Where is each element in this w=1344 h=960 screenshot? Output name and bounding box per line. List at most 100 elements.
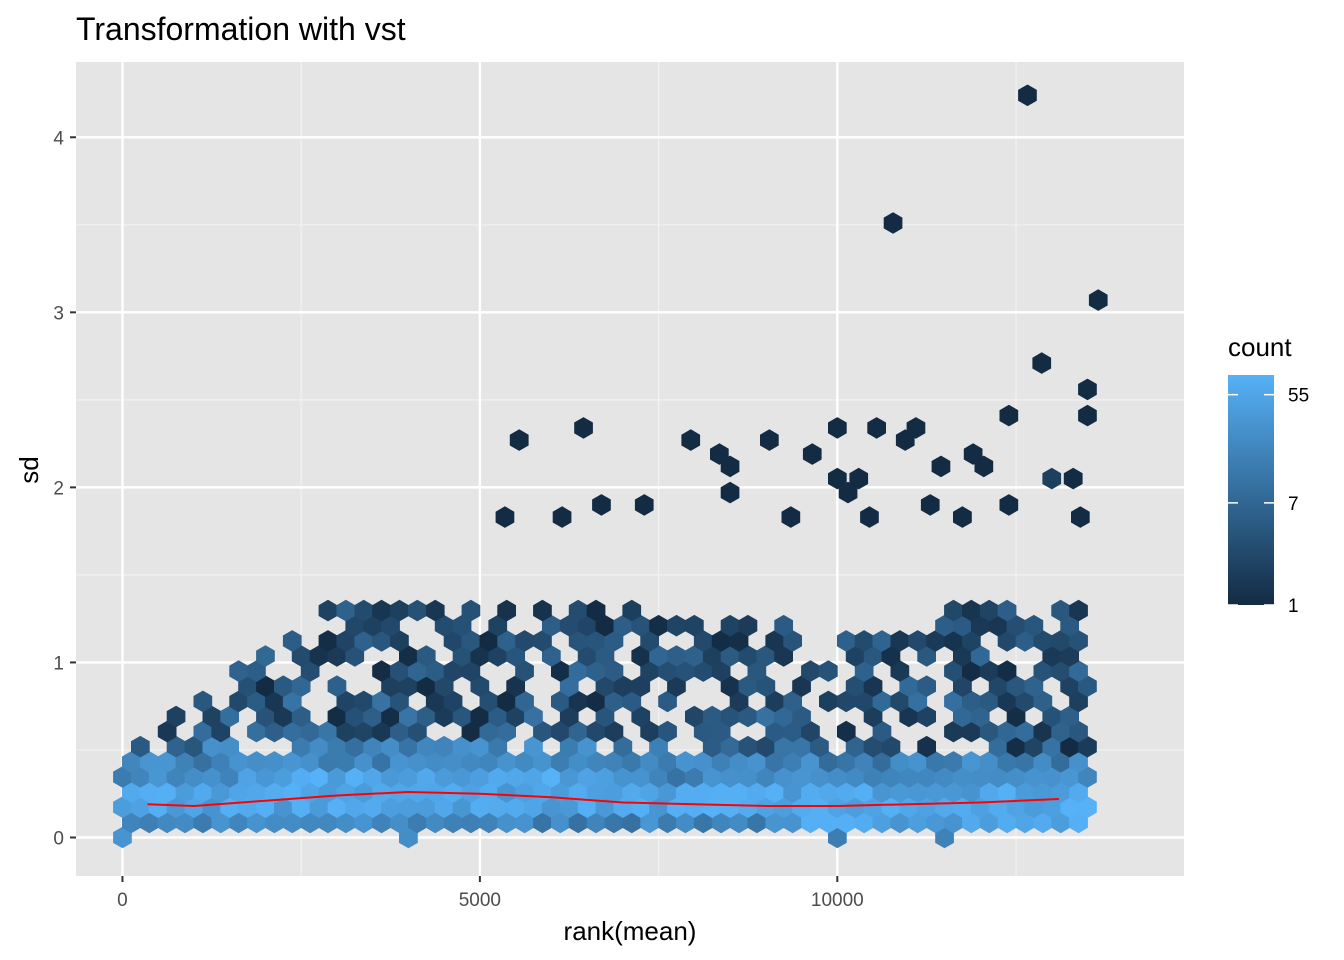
legend-label: 7 (1288, 494, 1299, 515)
hexbin-cell (551, 720, 570, 743)
hexbin-cell (488, 705, 508, 728)
hexbin-cell (649, 796, 668, 818)
hexbin-cell (372, 599, 391, 622)
hexbin-cell (551, 811, 570, 834)
hexbin-cell (917, 796, 936, 818)
hexbin-cell (828, 766, 847, 788)
hexbin-cell (139, 781, 159, 803)
hexbin-cell (443, 751, 463, 773)
hexbin-cell (1069, 630, 1088, 652)
hexbin-cell (479, 811, 499, 834)
hexbin-cell (309, 735, 329, 758)
hexbin-cell (738, 614, 758, 637)
hexbin-cell (425, 660, 445, 682)
hexbin-cell (542, 645, 561, 667)
x-axis-title: rank(mean) (564, 916, 697, 946)
hexbin-cell (667, 645, 686, 667)
hexbin-cell (390, 690, 409, 713)
hexbin-cell (872, 720, 892, 743)
hexbin-cell (256, 675, 275, 697)
hexbin-cell (461, 599, 481, 622)
hexbin-cell (738, 675, 758, 697)
hexbin-cell (399, 705, 418, 728)
hexbin-cell (220, 735, 239, 758)
hexbin-cell (1024, 796, 1044, 818)
hexbin-cell (1024, 675, 1044, 697)
hexbin-cell (658, 751, 677, 773)
hexbin-cell (935, 614, 954, 637)
hexbin-cell (890, 781, 910, 803)
hexbin-cell (515, 781, 534, 803)
hexbin-cell (970, 645, 990, 667)
hexbin-cell (1015, 690, 1035, 713)
y-tick-label: 2 (53, 478, 64, 499)
hexbin-cell (640, 811, 659, 834)
hexbin-cell (738, 645, 758, 667)
hexbin-cell (702, 766, 722, 788)
hexbin-cell (372, 630, 391, 652)
hexbin-cell (676, 781, 695, 803)
hexbin-cell (1033, 781, 1053, 803)
hexbin-cell (586, 599, 606, 622)
hexbin-cell (899, 796, 919, 818)
hexbin-cell (729, 630, 749, 652)
hexbin-cell (863, 705, 883, 728)
hexbin-cell (917, 645, 936, 667)
hexbin-cell (399, 766, 418, 788)
hexbin-cell (211, 751, 231, 773)
hexbin-cell (193, 720, 213, 743)
hexbin-cell (1088, 289, 1108, 311)
hexbin-cell (997, 660, 1017, 682)
hexbin-cell (792, 796, 811, 818)
hexbin-cell (613, 614, 633, 637)
hexbin-cell (568, 781, 588, 803)
hexbin-cell (631, 645, 651, 667)
y-tick-label: 0 (53, 828, 64, 849)
hexbin-cell (997, 720, 1017, 743)
hexbin-cell (416, 675, 436, 697)
hexbin-cell (962, 751, 981, 773)
hexbin-cell (774, 614, 793, 637)
hexbin-cell (1015, 630, 1035, 652)
hexbin-cell (577, 645, 597, 667)
hexbin-cell (559, 796, 579, 818)
hexbin-cell (470, 735, 490, 758)
hexbin-cell (738, 766, 758, 788)
hexbin-cell (1032, 352, 1052, 374)
hexbin-cell (702, 735, 722, 758)
hexbin-cell (345, 645, 365, 667)
hexbin-cell (139, 751, 159, 773)
hexbin-cell (872, 751, 892, 773)
hexbin-cell (265, 811, 284, 834)
hexbin-cell (899, 766, 919, 788)
hexbin-cell (425, 751, 445, 773)
hexbin-cell (935, 766, 954, 788)
hexbin-cell (551, 751, 570, 773)
hexbin-cell (568, 660, 588, 682)
hexbin-cell (720, 645, 740, 667)
hexbin-cell (586, 781, 606, 803)
hexbin-cell (1042, 796, 1062, 818)
hexbin-cell (962, 781, 981, 803)
hexbin-cell (247, 781, 266, 803)
hexbin-cell (1060, 645, 1079, 667)
hexbin-cell (738, 735, 758, 758)
hexbin-cell (693, 751, 713, 773)
hexbin-cell (810, 796, 829, 818)
hexbin-cell (1042, 766, 1062, 788)
hexbin-cell (854, 690, 874, 713)
hexbin-cell (291, 675, 311, 697)
hexbin-cell (479, 630, 499, 652)
hexbin-cell (291, 766, 311, 788)
hexbin-cell (890, 690, 910, 713)
hexbin-cell (363, 705, 382, 728)
hexbin-cell (828, 467, 847, 490)
hexbin-cell (434, 675, 454, 697)
hexbin-cell (461, 751, 481, 773)
hexbin-cell (586, 720, 606, 743)
hexbin-cell (220, 796, 239, 818)
hexbin-cell (970, 705, 990, 728)
hexbin-cell (801, 781, 820, 803)
hexbin-cell (479, 751, 499, 773)
hexbin-cell (470, 705, 490, 728)
